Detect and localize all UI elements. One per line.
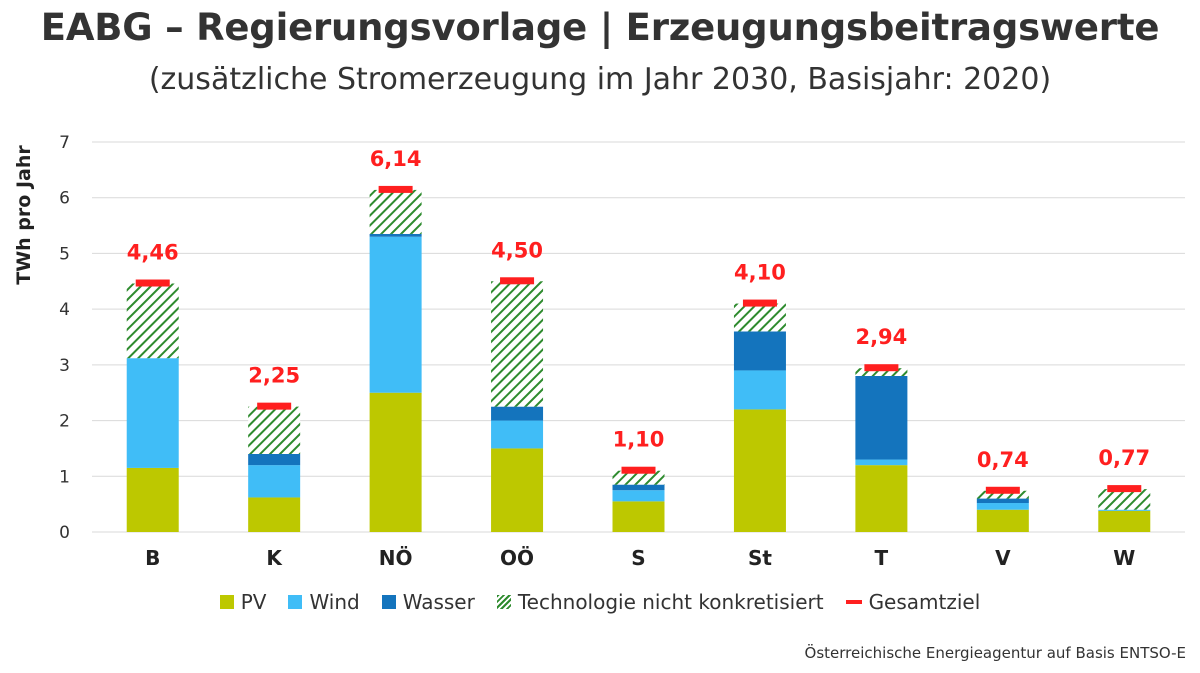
bar-wind-s [612, 490, 665, 502]
bar-pv-nö [369, 392, 422, 532]
source-note: Österreichische Energieagentur auf Basis… [804, 644, 1186, 662]
bar-wasser-v [976, 498, 1029, 504]
target-marker-oö [500, 277, 535, 285]
y-axis-label: TWh pro Jahr [13, 145, 35, 285]
y-tick-label: 7 [59, 133, 70, 153]
bar-wind-t [855, 459, 908, 466]
data-label-t: 2,94 [855, 325, 907, 349]
target-marker-b [135, 279, 170, 287]
data-label-w: 0,77 [1098, 446, 1150, 470]
legend-label-pv: PV [240, 590, 267, 614]
target-marker-nö [378, 185, 413, 193]
legend-item-wasser: Wasser [381, 590, 475, 614]
bar-wasser-s [612, 484, 665, 491]
legend-item-wind: Wind [288, 590, 360, 614]
bar-technologie-b [126, 283, 179, 359]
legend-label-wind: Wind [309, 590, 360, 614]
bar-pv-k [248, 497, 301, 532]
bar-technologie-k [248, 406, 301, 454]
target-marker-v [985, 486, 1020, 494]
legend-item-gesamtziel: Gesamtziel [845, 590, 981, 614]
target-marker-t [864, 364, 899, 372]
bar-wasser-k [248, 454, 301, 466]
bar-technologie-nö [369, 189, 422, 234]
bar-technologie-s [612, 470, 665, 485]
target-marker-k [257, 402, 292, 410]
chart-title: EABG – Regierungsvorlage | Erzeugungsbei… [40, 6, 1160, 49]
data-label-s: 1,10 [613, 428, 665, 452]
y-tick-label: 3 [59, 356, 70, 376]
legend-swatch-pv [219, 595, 234, 609]
legend-item-technologie: Technologie nicht konkretisiert [496, 590, 824, 614]
y-tick-label: 5 [59, 244, 70, 264]
legend-swatch-gesamtziel [845, 600, 862, 604]
data-label-oö: 4,50 [491, 238, 543, 262]
data-label-b: 4,46 [127, 241, 179, 265]
data-label-nö: 6,14 [370, 147, 422, 171]
bar-pv-st [733, 409, 786, 532]
bar-pv-oö [491, 448, 544, 532]
target-marker-st [742, 299, 777, 307]
bar-technologie-v [976, 490, 1029, 499]
y-tick-label: 1 [59, 467, 70, 487]
y-tick-label: 0 [59, 523, 70, 543]
bar-technologie-w [1098, 489, 1151, 510]
y-tick-label: 6 [59, 189, 70, 209]
bar-pv-b [126, 467, 179, 532]
data-label-v: 0,74 [977, 448, 1029, 472]
legend-label-wasser: Wasser [402, 590, 475, 614]
bar-wind-v [976, 503, 1029, 510]
x-tick-label: NÖ [379, 546, 413, 570]
bar-wasser-t [855, 376, 908, 460]
bar-wasser-nö [369, 233, 422, 237]
x-tick-label: St [748, 546, 772, 570]
stacked-bar-chart: 0 1 2 3 4 5 6 7 4,46 B 2,25 K 6,14 NÖ 4,50 OÖ 1,10 S 4,10… [13, 133, 1185, 570]
x-tick-label: B [145, 546, 160, 570]
bar-pv-w [1098, 510, 1151, 532]
x-tick-label: T [875, 546, 889, 570]
legend: PV Wind Wasser Technologie nicht konkret… [0, 590, 1200, 614]
legend-item-pv: PV [219, 590, 267, 614]
legend-label-gesamtziel: Gesamtziel [868, 590, 981, 614]
data-label-k: 2,25 [248, 364, 300, 388]
x-tick-label: K [266, 546, 283, 570]
target-marker-w [1107, 485, 1142, 493]
bar-pv-s [612, 501, 665, 532]
legend-swatch-wind [288, 595, 303, 609]
bar-technologie-t [855, 368, 908, 376]
bar-technologie-st [733, 303, 786, 332]
bar-wind-k [248, 465, 301, 498]
bar-pv-v [976, 509, 1029, 532]
bar-wasser-oö [491, 406, 544, 421]
data-label-st: 4,10 [734, 261, 786, 285]
bar-wind-w [1098, 509, 1151, 511]
bar-wind-b [126, 358, 179, 468]
bar-wind-st [733, 370, 786, 410]
legend-swatch-technologie [496, 595, 511, 609]
bar-wind-oö [491, 420, 544, 449]
bar-technologie-oö [491, 281, 544, 407]
chart-subtitle: (zusätzliche Stromerzeugung im Jahr 2030… [148, 62, 1052, 97]
bar-wasser-st [733, 331, 786, 371]
target-marker-s [621, 466, 656, 474]
legend-swatch-wasser [381, 595, 396, 609]
bar-pv-t [855, 465, 908, 532]
y-tick-label: 2 [59, 412, 70, 432]
bar-wind-nö [369, 236, 422, 393]
x-tick-label: S [631, 546, 645, 570]
y-tick-label: 4 [59, 300, 70, 320]
x-tick-label: OÖ [500, 546, 534, 570]
x-tick-label: V [995, 546, 1011, 570]
x-tick-label: W [1113, 546, 1135, 570]
legend-label-technologie: Technologie nicht konkretisiert [517, 590, 824, 614]
